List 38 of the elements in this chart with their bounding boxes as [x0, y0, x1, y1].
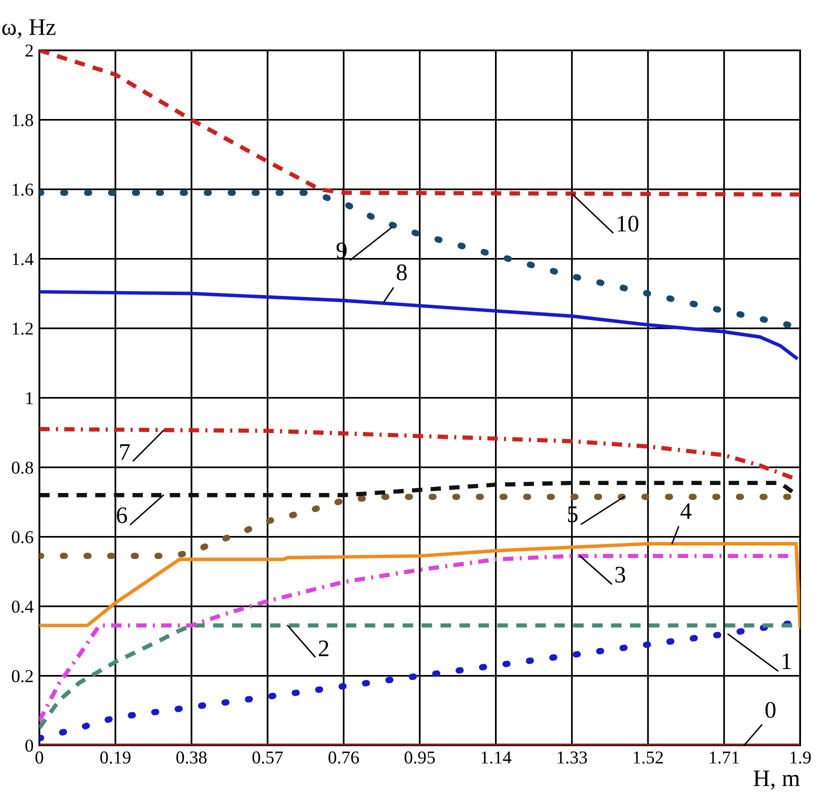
x-tick-label: 0.95: [404, 751, 435, 764]
x-tick-label: 0: [35, 751, 44, 764]
x-tick-label: 0.19: [100, 751, 130, 764]
y-tick-label: 1.6: [12, 184, 34, 196]
y-tick-label: 0.4: [12, 600, 34, 613]
x-tick-label: 0.38: [176, 751, 207, 764]
y-tick-label: 1.4: [12, 253, 34, 266]
annotation: 7: [120, 444, 130, 460]
line-series: [39, 542, 800, 629]
line-series: [39, 290, 798, 360]
annotation: 3: [615, 566, 626, 583]
annotation: 10: [618, 216, 638, 232]
y-tick-label: 2: [26, 44, 33, 57]
line-series: [39, 480, 794, 498]
y-tick-label: 0.2: [12, 670, 33, 682]
x-tick-label: 0.57: [252, 751, 283, 764]
x-tick-label: 1.14: [482, 751, 512, 764]
y-tick-label: 1.8: [12, 114, 34, 126]
annotation: 4: [680, 503, 692, 519]
annotation: 0: [765, 702, 776, 718]
x-axis-title: H, m: [754, 770, 800, 790]
annotation: 6: [116, 507, 127, 524]
line-series: [39, 554, 790, 724]
y-tick-label: 1.2: [12, 322, 33, 335]
y-tick-label: 0.8: [12, 462, 34, 474]
x-tick-label: 1.33: [558, 751, 587, 764]
y-tick-label: 0: [25, 740, 34, 752]
annotation: 1: [782, 653, 791, 669]
x-tick-label: 0.76: [328, 751, 359, 764]
y-tick-label: 1: [26, 392, 33, 404]
x-tick-label: 1.52: [634, 751, 663, 764]
annotation: 8: [396, 264, 407, 280]
y-tick-label: 0.6: [12, 531, 34, 544]
line-series: [39, 426, 794, 480]
x-tick-label: 1.9: [790, 751, 811, 764]
y-axis-title: ω, Hz: [2, 19, 56, 38]
x-tick-label: 1.71: [710, 751, 739, 764]
annotation: 2: [318, 640, 328, 656]
